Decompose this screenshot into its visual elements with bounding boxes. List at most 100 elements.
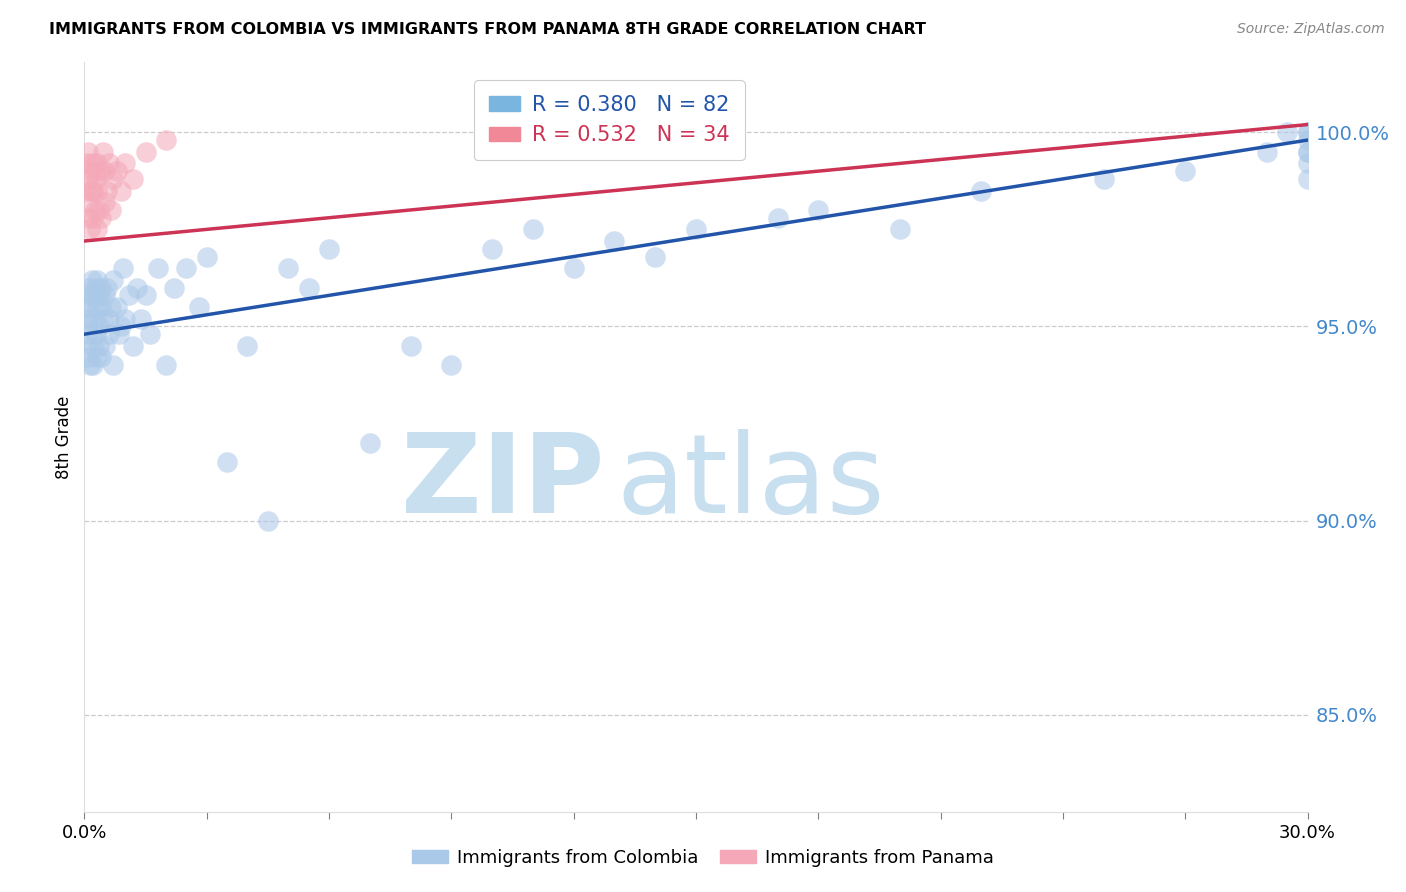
Point <box>80 273 103 287</box>
Point <box>522 222 544 236</box>
Point <box>75 339 97 353</box>
Point <box>110 184 132 198</box>
Point <box>90 280 112 294</box>
Point <box>100 300 122 314</box>
Point <box>1296 145 1319 159</box>
Point <box>114 156 136 170</box>
Point <box>77 351 100 365</box>
Point <box>685 222 707 236</box>
Point <box>84 172 107 186</box>
Point <box>79 288 101 302</box>
Point <box>77 300 100 314</box>
Point <box>105 164 128 178</box>
Point <box>91 145 114 159</box>
Point <box>76 211 98 225</box>
Point <box>93 164 115 178</box>
Point <box>174 261 197 276</box>
Legend: Immigrants from Colombia, Immigrants from Panama: Immigrants from Colombia, Immigrants fro… <box>405 842 1001 874</box>
Point <box>155 133 177 147</box>
Point <box>93 195 115 210</box>
Point <box>84 327 107 342</box>
Point <box>146 261 169 276</box>
Point <box>807 202 830 217</box>
Point <box>1296 125 1319 139</box>
Point <box>97 327 120 342</box>
Point <box>481 242 503 256</box>
Point <box>112 261 135 276</box>
Point <box>163 280 186 294</box>
Text: Source: ZipAtlas.com: Source: ZipAtlas.com <box>1237 22 1385 37</box>
Point <box>79 164 101 178</box>
Point <box>131 311 153 326</box>
Point <box>76 156 98 170</box>
Point <box>79 358 101 372</box>
Point <box>1174 164 1197 178</box>
Point <box>79 222 101 236</box>
Point <box>187 300 209 314</box>
Point <box>105 300 128 314</box>
Point <box>83 311 105 326</box>
Point <box>90 211 112 225</box>
Point <box>101 358 124 372</box>
Point <box>83 202 105 217</box>
Point <box>603 234 626 248</box>
Point <box>82 358 104 372</box>
Point <box>440 358 463 372</box>
Point <box>82 184 104 198</box>
Point <box>257 514 280 528</box>
Point <box>77 319 100 334</box>
Point <box>90 300 112 314</box>
Point <box>1296 145 1319 159</box>
Point <box>77 145 100 159</box>
Y-axis label: 8th Grade: 8th Grade <box>55 395 73 479</box>
Point <box>82 288 104 302</box>
Point <box>1296 133 1319 147</box>
Point <box>100 202 122 217</box>
Point <box>644 250 666 264</box>
Point <box>82 211 104 225</box>
Point <box>86 273 108 287</box>
Point <box>93 339 115 353</box>
Text: IMMIGRANTS FROM COLOMBIA VS IMMIGRANTS FROM PANAMA 8TH GRADE CORRELATION CHART: IMMIGRANTS FROM COLOMBIA VS IMMIGRANTS F… <box>49 22 927 37</box>
Point <box>91 311 114 326</box>
Point <box>114 311 136 326</box>
Legend: R = 0.380   N = 82, R = 0.532   N = 34: R = 0.380 N = 82, R = 0.532 N = 34 <box>474 80 745 160</box>
Point <box>122 172 145 186</box>
Point <box>76 311 98 326</box>
Point <box>86 156 108 170</box>
Point <box>86 300 108 314</box>
Point <box>1296 125 1319 139</box>
Point <box>1256 145 1278 159</box>
Point <box>318 242 340 256</box>
Point <box>76 327 98 342</box>
Point <box>138 327 160 342</box>
Point <box>118 288 141 302</box>
Point <box>86 222 108 236</box>
Point <box>90 351 112 365</box>
Point <box>90 164 112 178</box>
Point <box>93 288 115 302</box>
Point <box>236 339 259 353</box>
Text: ZIP: ZIP <box>401 428 605 535</box>
Point <box>970 184 993 198</box>
Point <box>101 273 124 287</box>
Point <box>80 184 103 198</box>
Point <box>82 339 104 353</box>
Point <box>562 261 585 276</box>
Point <box>110 319 132 334</box>
Point <box>96 184 118 198</box>
Point <box>77 172 100 186</box>
Point <box>359 436 381 450</box>
Point <box>1092 172 1115 186</box>
Point <box>766 211 789 225</box>
Point <box>277 261 299 276</box>
Point <box>83 280 105 294</box>
Point <box>97 156 120 170</box>
Point <box>298 280 321 294</box>
Point <box>86 184 108 198</box>
Point <box>399 339 422 353</box>
Point <box>127 280 149 294</box>
Point <box>82 156 104 170</box>
Point <box>77 195 100 210</box>
Point <box>89 288 111 302</box>
